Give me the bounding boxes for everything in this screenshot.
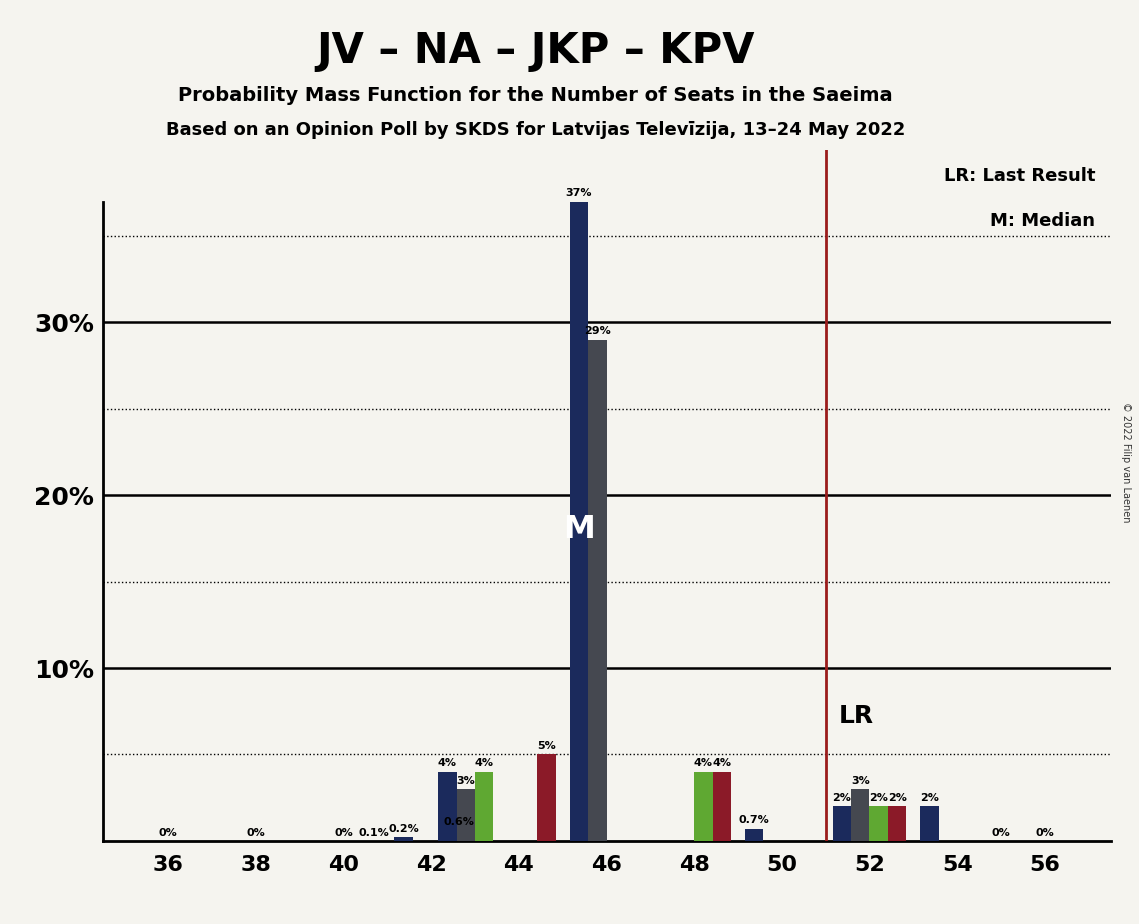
Text: 0%: 0% — [1035, 828, 1055, 838]
Bar — [588, 340, 606, 841]
Bar — [694, 772, 713, 841]
Bar — [457, 789, 475, 841]
Text: 3%: 3% — [851, 775, 870, 785]
Bar — [439, 772, 457, 841]
Bar — [450, 831, 468, 841]
Text: 37%: 37% — [566, 188, 592, 198]
Text: 4%: 4% — [694, 759, 713, 768]
Text: 29%: 29% — [584, 326, 611, 336]
Text: 4%: 4% — [437, 759, 457, 768]
Text: 0.6%: 0.6% — [443, 817, 474, 827]
Text: 0%: 0% — [246, 828, 265, 838]
Text: 0%: 0% — [992, 828, 1010, 838]
Bar — [745, 829, 763, 841]
Text: LR: Last Result: LR: Last Result — [944, 167, 1096, 185]
Text: 3%: 3% — [457, 775, 475, 785]
Text: 4%: 4% — [475, 759, 493, 768]
Text: 5%: 5% — [538, 741, 556, 751]
Bar — [869, 807, 888, 841]
Text: JV – NA – JKP – KPV: JV – NA – JKP – KPV — [317, 30, 754, 71]
Bar — [475, 772, 493, 841]
Bar — [570, 201, 588, 841]
Bar — [394, 837, 412, 841]
Text: Probability Mass Function for the Number of Seats in the Saeima: Probability Mass Function for the Number… — [178, 86, 893, 105]
Text: M: M — [563, 515, 595, 545]
Bar — [833, 807, 851, 841]
Bar — [920, 807, 939, 841]
Text: 2%: 2% — [887, 793, 907, 803]
Bar — [713, 772, 731, 841]
Text: 0.2%: 0.2% — [388, 824, 419, 834]
Text: Based on an Opinion Poll by SKDS for Latvijas Televīzija, 13–24 May 2022: Based on an Opinion Poll by SKDS for Lat… — [165, 121, 906, 139]
Bar — [888, 807, 907, 841]
Text: 2%: 2% — [869, 793, 888, 803]
Text: © 2022 Filip van Laenen: © 2022 Filip van Laenen — [1122, 402, 1131, 522]
Text: 2%: 2% — [920, 793, 939, 803]
Text: 4%: 4% — [712, 759, 731, 768]
Bar — [851, 789, 869, 841]
Text: 0.1%: 0.1% — [359, 828, 390, 838]
Bar — [538, 754, 556, 841]
Text: 0%: 0% — [158, 828, 178, 838]
Text: LR: LR — [838, 704, 874, 728]
Text: 2%: 2% — [833, 793, 851, 803]
Text: 0.7%: 0.7% — [739, 815, 770, 825]
Text: M: Median: M: Median — [991, 212, 1096, 230]
Text: 0%: 0% — [334, 828, 353, 838]
